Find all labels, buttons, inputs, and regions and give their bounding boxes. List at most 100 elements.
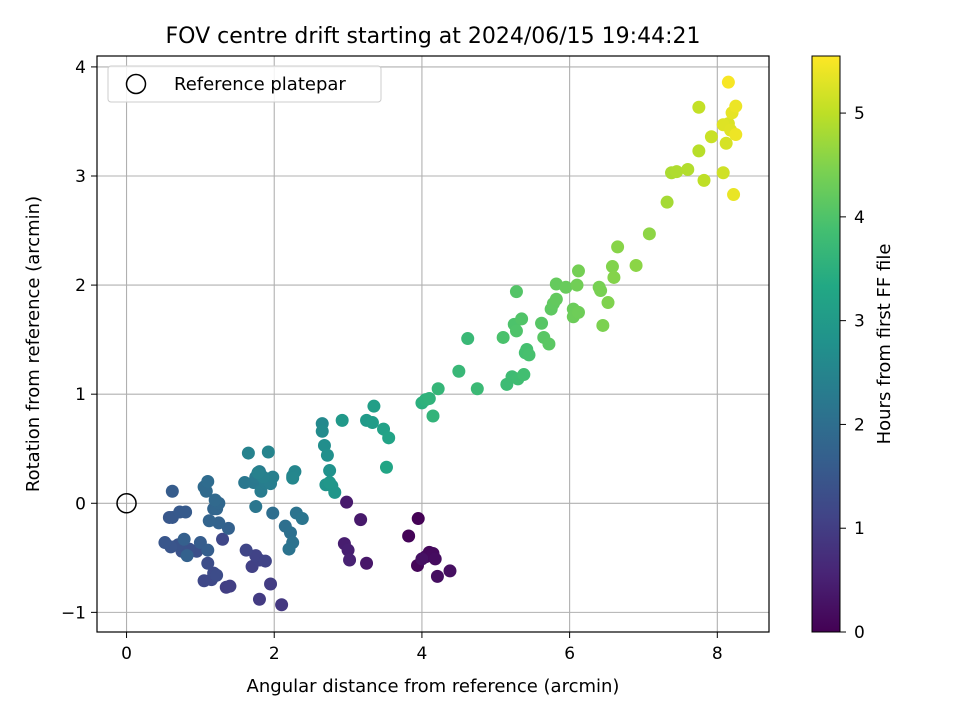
data-point: [461, 332, 475, 346]
data-point: [660, 195, 674, 209]
x-tick-label: 6: [564, 644, 575, 664]
data-point: [515, 312, 529, 326]
data-point: [315, 424, 329, 438]
data-point: [629, 258, 643, 272]
data-point: [496, 330, 510, 344]
data-point: [341, 543, 355, 557]
data-point: [729, 128, 743, 142]
x-axis-ticks: 0 2 4 6 8: [121, 632, 723, 664]
data-point: [535, 316, 549, 330]
data-point: [382, 431, 396, 445]
data-point: [249, 500, 263, 514]
data-point: [201, 543, 215, 557]
data-point: [179, 505, 193, 519]
data-point: [430, 569, 444, 583]
data-point: [379, 460, 393, 474]
data-point: [452, 364, 466, 378]
data-point: [559, 280, 573, 294]
y-tick-label: 0: [75, 494, 86, 514]
colorbar-tick-label: 4: [854, 208, 865, 228]
data-point: [221, 521, 235, 535]
legend-entry-reference-platepar: Reference platepar: [174, 74, 346, 95]
data-point: [692, 144, 706, 158]
data-point: [727, 188, 741, 202]
legend-marker-icon: [125, 73, 147, 95]
data-point: [470, 382, 484, 396]
data-point: [522, 348, 536, 362]
data-point: [258, 554, 272, 568]
data-point: [719, 136, 733, 150]
data-point: [216, 532, 230, 546]
data-point: [323, 464, 337, 478]
data-point: [729, 99, 743, 113]
data-point: [601, 296, 615, 310]
data-point: [275, 598, 289, 612]
data-point: [252, 592, 266, 606]
data-point: [323, 476, 337, 490]
data-point: [422, 392, 436, 406]
data-point: [177, 532, 191, 546]
data-point: [340, 495, 354, 509]
data-point: [670, 165, 684, 179]
data-point: [697, 173, 711, 187]
reference-platepar-marker: [116, 493, 137, 514]
plot-frame: [96, 55, 770, 633]
colorbar-tick-label: 3: [854, 312, 865, 332]
colorbar-tick-label: 2: [854, 415, 865, 435]
data-point: [402, 529, 416, 543]
x-tick-label: 2: [269, 644, 280, 664]
data-point: [642, 227, 656, 241]
data-point: [681, 162, 695, 176]
data-point: [509, 285, 523, 299]
colorbar-ticks: 0 1 2 3 4 5: [840, 104, 865, 643]
legend-box: [107, 65, 382, 103]
x-tick-label: 8: [712, 644, 723, 664]
y-tick-label: 1: [75, 385, 86, 405]
colorbar: [811, 55, 841, 633]
chart-title: FOV centre drift starting at 2024/06/15 …: [166, 24, 701, 49]
y-tick-label: 2: [75, 276, 86, 296]
data-point: [570, 278, 584, 292]
data-point: [283, 526, 297, 540]
data-point: [335, 413, 349, 427]
data-point: [517, 368, 531, 382]
data-point: [571, 264, 585, 278]
data-point: [415, 552, 429, 566]
scatter-points: [158, 75, 743, 612]
data-point: [360, 556, 374, 570]
data-point: [343, 553, 357, 567]
legend: Reference platepar: [107, 65, 382, 103]
data-point: [411, 512, 425, 526]
data-point: [317, 438, 331, 452]
data-point: [428, 552, 442, 566]
data-point: [704, 130, 718, 144]
data-point: [542, 337, 556, 351]
data-point: [208, 493, 222, 507]
data-point: [692, 100, 706, 114]
colorbar-tick-label: 1: [854, 519, 865, 539]
data-point: [239, 543, 253, 557]
y-tick-label: 4: [75, 58, 86, 78]
data-point: [716, 166, 730, 180]
y-axis-ticks: −1 0 1 2 3 4: [61, 58, 97, 623]
colorbar-tick-label: 0: [854, 623, 865, 643]
colorbar-tick-label: 5: [854, 104, 865, 124]
data-point: [365, 416, 379, 430]
data-point: [549, 292, 563, 306]
data-point: [367, 399, 381, 413]
data-point: [210, 568, 224, 582]
data-point: [264, 577, 278, 591]
data-point: [295, 512, 309, 526]
data-point: [611, 240, 625, 254]
data-point: [201, 474, 215, 488]
data-point: [605, 260, 619, 274]
data-point: [286, 471, 300, 485]
data-point: [594, 284, 608, 298]
data-point: [607, 270, 621, 284]
y-axis-label: Rotation from reference (arcmin): [23, 196, 44, 492]
data-point: [426, 409, 440, 423]
x-tick-label: 0: [121, 644, 132, 664]
data-point: [320, 448, 334, 462]
data-point: [165, 484, 179, 498]
